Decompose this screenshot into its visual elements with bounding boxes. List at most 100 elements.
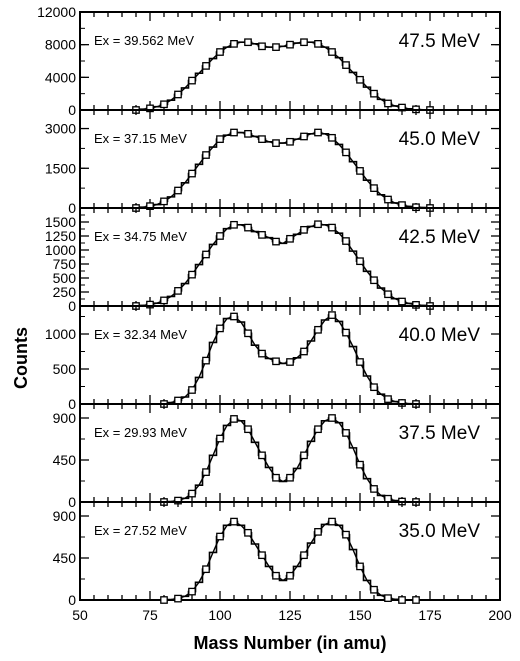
y-tick-label: 0 xyxy=(68,396,76,412)
histogram-series xyxy=(160,417,420,503)
data-point xyxy=(398,596,406,604)
excitation-energy-label: Ex = 32.34 MeV xyxy=(94,327,187,342)
data-point xyxy=(244,38,252,47)
data-point xyxy=(314,528,322,536)
data-point xyxy=(244,425,252,434)
fit-line-series xyxy=(163,520,416,601)
data-point xyxy=(174,594,182,603)
y-tick-label: 450 xyxy=(53,550,77,566)
data-point xyxy=(370,485,378,493)
data-point xyxy=(300,551,308,560)
data-point xyxy=(272,43,280,51)
data-point xyxy=(286,473,294,482)
data-point xyxy=(202,565,210,574)
data-point xyxy=(230,517,238,526)
y-tick-label: 4000 xyxy=(45,69,76,85)
y-tick-label: 8000 xyxy=(45,37,76,53)
histogram-series xyxy=(160,520,420,601)
data-point xyxy=(286,40,294,49)
data-point xyxy=(342,429,350,437)
panel-frame xyxy=(79,501,501,601)
data-point xyxy=(384,594,392,602)
y-tick-label: 900 xyxy=(53,508,77,524)
y-tick-label: 450 xyxy=(53,452,77,468)
data-point xyxy=(328,223,336,232)
data-point xyxy=(216,434,224,443)
data-point xyxy=(328,311,336,319)
x-tick-label: 50 xyxy=(72,607,88,623)
panel-4: 0 450 900 Ex = 29.93 MeV 37.5 MeV xyxy=(53,403,501,510)
beam-energy-label: 45.0 MeV xyxy=(399,129,481,150)
y-tick-label: 1250 xyxy=(45,228,76,244)
data-point xyxy=(258,349,266,358)
beam-energy-label: 37.5 MeV xyxy=(399,423,481,444)
data-point xyxy=(342,328,350,337)
x-tick-label: 125 xyxy=(278,607,302,623)
data-point xyxy=(370,184,378,192)
data-point xyxy=(356,167,364,175)
data-point xyxy=(216,532,224,541)
x-tick-label: 150 xyxy=(348,607,372,623)
panel-frame xyxy=(79,207,501,307)
data-point xyxy=(356,460,364,469)
data-point xyxy=(412,596,420,604)
data-point xyxy=(174,186,182,195)
data-point xyxy=(258,451,266,460)
data-point xyxy=(174,396,182,405)
y-tick-label: 0 xyxy=(68,298,76,314)
data-point xyxy=(160,596,168,604)
data-point xyxy=(300,132,308,141)
data-point xyxy=(202,151,210,159)
excitation-energy-label: Ex = 34.75 MeV xyxy=(94,229,187,244)
data-point xyxy=(244,528,252,537)
beam-energy-label: 40.0 MeV xyxy=(399,325,481,346)
data-point xyxy=(272,139,280,147)
data-point xyxy=(370,383,378,392)
data-point xyxy=(244,223,252,232)
data-point xyxy=(342,530,350,539)
beam-energy-label: 35.0 MeV xyxy=(399,521,481,542)
fit-line-series xyxy=(135,41,431,111)
data-point xyxy=(272,571,280,580)
data-point xyxy=(202,356,210,365)
fit-line-series xyxy=(135,131,431,209)
data-point xyxy=(356,257,364,266)
data-point xyxy=(314,220,322,229)
data-point xyxy=(328,48,336,56)
data-point xyxy=(272,357,280,366)
panel-3: 0 500 1000 Ex = 32.34 MeV 40.0 MeV xyxy=(45,305,501,412)
data-point xyxy=(342,148,350,157)
y-tick-label: 500 xyxy=(53,270,77,286)
data-point xyxy=(384,99,392,108)
data-point xyxy=(174,287,182,295)
y-tick-label: 500 xyxy=(53,361,77,377)
data-point xyxy=(202,468,210,476)
data-point xyxy=(356,75,364,84)
data-point xyxy=(160,296,168,305)
data-point xyxy=(216,324,224,333)
data-point xyxy=(188,489,196,498)
y-tick-label: 12000 xyxy=(37,4,76,20)
y-tick-label: 900 xyxy=(53,410,77,426)
y-tick-label: 0 xyxy=(68,102,76,118)
data-point xyxy=(188,169,196,178)
data-point xyxy=(300,347,308,356)
data-point xyxy=(384,290,392,299)
data-point xyxy=(244,129,252,138)
data-point xyxy=(300,38,308,47)
data-point xyxy=(230,312,238,321)
data-point xyxy=(314,40,322,48)
y-tick-label: 1000 xyxy=(45,242,76,258)
data-point xyxy=(286,234,294,243)
data-point xyxy=(230,415,238,423)
data-point xyxy=(216,232,224,240)
data-point xyxy=(230,40,238,48)
data-point xyxy=(398,297,406,306)
data-point xyxy=(314,425,322,434)
x-tick-label: 200 xyxy=(488,607,512,623)
y-tick-label: 3000 xyxy=(45,121,76,137)
data-point xyxy=(328,133,336,142)
x-axis-label: Mass Number (in amu) xyxy=(193,633,386,653)
data-point xyxy=(370,276,378,285)
